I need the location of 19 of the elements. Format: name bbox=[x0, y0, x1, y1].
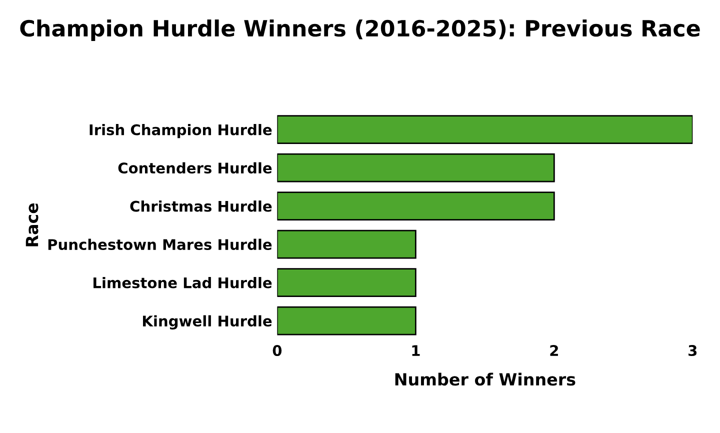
x-tick-label: 2 bbox=[550, 345, 558, 356]
y-tick-label: Punchestown Mares Hurdle bbox=[48, 238, 272, 250]
y-tick-label: Contenders Hurdle bbox=[118, 162, 272, 174]
x-tick-label: 1 bbox=[412, 345, 420, 356]
y-axis-title: Race bbox=[26, 203, 38, 246]
y-tick-label: Kingwell Hurdle bbox=[143, 315, 272, 330]
y-tick-label: Christmas Hurdle bbox=[130, 200, 272, 212]
bar bbox=[277, 153, 555, 182]
bar bbox=[277, 230, 416, 259]
bar bbox=[277, 306, 416, 336]
x-tick-label: 0 bbox=[272, 345, 282, 356]
bar bbox=[277, 268, 416, 297]
bar bbox=[277, 192, 555, 220]
x-tick-label: 3 bbox=[688, 345, 697, 356]
chart-title: Champion Hurdle Winners (2016-2025): Previous Race bbox=[20, 19, 700, 41]
x-axis-title: Number of Winners bbox=[395, 372, 576, 386]
y-tick-label: Irish Champion Hurdle bbox=[90, 124, 272, 138]
y-tick-label: Limestone Lad Hurdle bbox=[94, 276, 272, 288]
bar bbox=[277, 115, 693, 144]
